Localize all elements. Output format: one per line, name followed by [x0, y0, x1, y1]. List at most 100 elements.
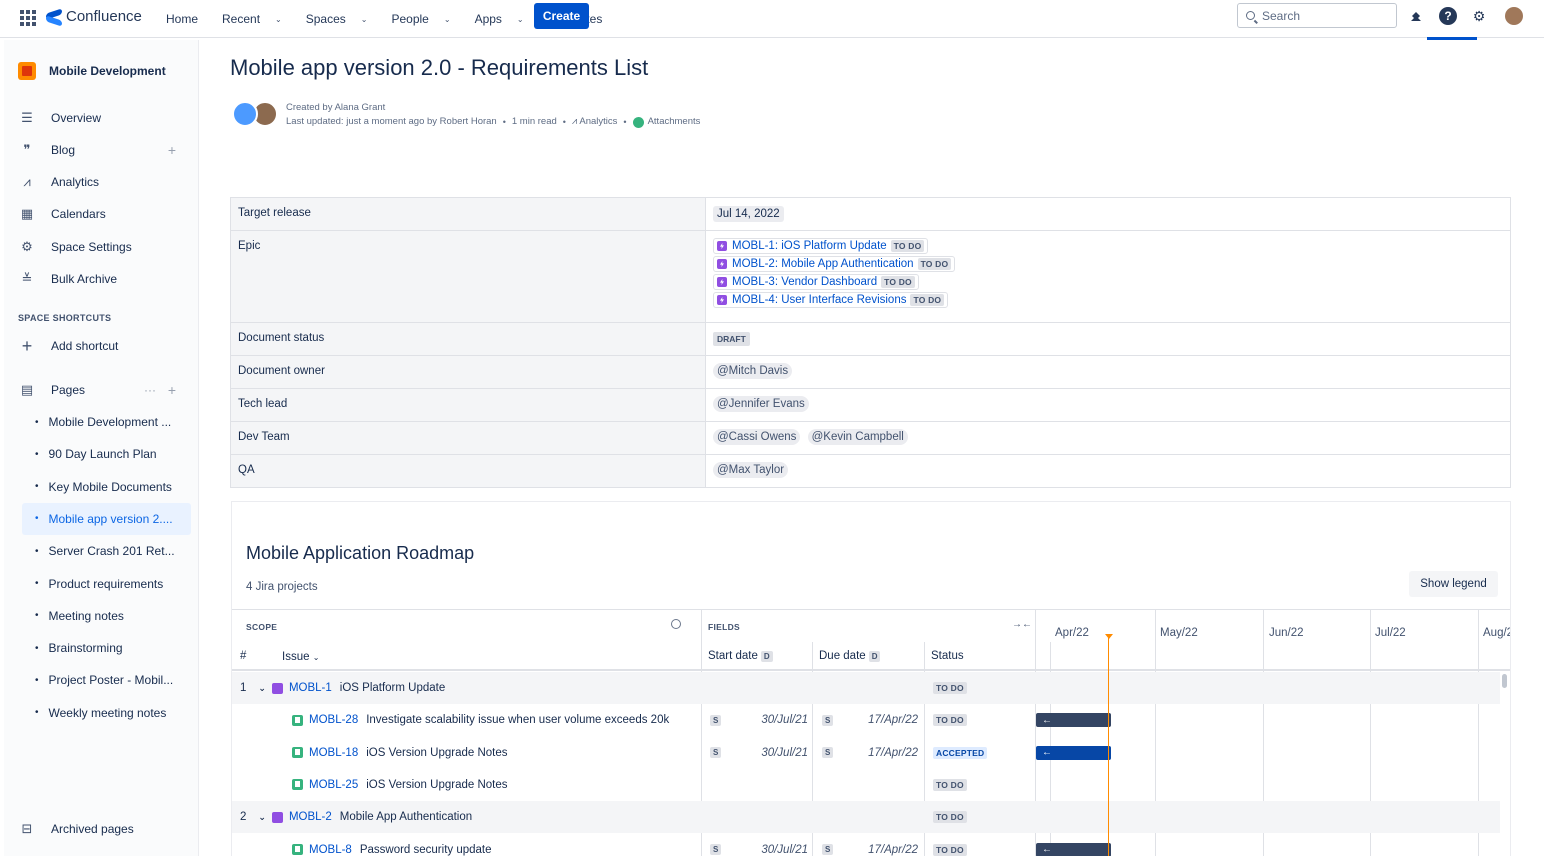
- page-tree-item[interactable]: • Weekly meeting notes: [22, 697, 192, 729]
- user-mention[interactable]: @Kevin Campbell: [807, 429, 908, 445]
- source-badge: S: [710, 844, 722, 855]
- space-sidebar: Mobile Development ☰ Overview ❞ Blog + ⩘ Analy…: [4, 40, 199, 856]
- epic-icon: [717, 295, 727, 305]
- analytics-label: Analytics: [579, 116, 618, 127]
- roadmap-row[interactable]: MOBL-28 Investigate scalability issue whe…: [232, 704, 1500, 736]
- page-tree-item[interactable]: • Mobile Development ...: [22, 406, 192, 438]
- nav-home[interactable]: Home: [166, 12, 210, 26]
- sidebar-item-space-settings[interactable]: ⚙ Space Settings: [18, 237, 188, 257]
- nav-spaces[interactable]: Spaces ⌄: [306, 12, 380, 26]
- help-icon[interactable]: ?: [1439, 7, 1457, 25]
- user-mention[interactable]: @Mitch Davis: [713, 363, 793, 379]
- expand-chevron-icon[interactable]: ⌄: [258, 811, 266, 822]
- page-tree-item[interactable]: • Server Crash 201 Ret...: [22, 535, 192, 567]
- source-badge: S: [710, 747, 722, 759]
- roadmap-row[interactable]: 2 ⌄ MOBL-2 Mobile App Authentication TO DO: [232, 801, 1500, 834]
- add-shortcut-button[interactable]: + Add shortcut: [18, 336, 188, 356]
- user-avatar[interactable]: [1505, 7, 1523, 25]
- timeline-bar[interactable]: ←: [1036, 842, 1111, 856]
- col-issue[interactable]: Issue ⌄: [282, 651, 319, 663]
- page-tree-item[interactable]: • Product requirements: [22, 568, 192, 600]
- page-tree-item[interactable]: • Mobile app version 2....: [22, 502, 191, 535]
- nav-apps[interactable]: Apps ⌄: [475, 12, 536, 26]
- page-tree-item[interactable]: • 90 Day Launch Plan: [22, 438, 192, 470]
- issue-key[interactable]: MOBL-28: [309, 714, 359, 727]
- issue-cell: 1 ⌄ MOBL-1 iOS Platform Update: [240, 672, 445, 704]
- analytics-link[interactable]: ⩘ Analytics: [572, 115, 618, 129]
- issue-key[interactable]: MOBL-1: [288, 682, 332, 694]
- date-lozenge[interactable]: Jul 14, 2022: [713, 206, 784, 222]
- page-tree-item[interactable]: • Meeting notes: [22, 600, 192, 632]
- create-button[interactable]: Create: [534, 3, 589, 29]
- page-tree-item[interactable]: • Project Poster - Mobil...: [22, 664, 192, 696]
- page-tree-label: Brainstorming: [48, 641, 123, 656]
- col-due-date: Due date D: [819, 650, 881, 662]
- roadmap-row[interactable]: MOBL-18 iOS Version Upgrade Notes S 30/Jul/…: [232, 737, 1500, 769]
- separator-dot: •: [623, 117, 627, 127]
- nav-people[interactable]: People ⌄: [391, 12, 462, 26]
- epic-link[interactable]: MOBL-4: User Interface Revisions TO DO: [713, 292, 949, 308]
- separator-dot: •: [562, 117, 566, 127]
- scrollbar-thumb[interactable]: [1502, 674, 1507, 688]
- page-tree-item[interactable]: • Brainstorming: [22, 632, 192, 664]
- collapse-fields-icon[interactable]: →←: [1012, 619, 1032, 630]
- epic-link[interactable]: MOBL-2: Mobile App Authentication TO DO: [713, 256, 956, 272]
- app-switcher-icon[interactable]: [20, 10, 36, 26]
- due-date-cell: S 17/Apr/22: [822, 737, 918, 769]
- pages-add-icon[interactable]: +: [167, 382, 176, 398]
- show-legend-button[interactable]: Show legend: [1409, 571, 1498, 597]
- sidebar-item-bulk-archive[interactable]: ≚ Bulk Archive: [18, 269, 188, 289]
- story-icon: [292, 844, 303, 855]
- epic-link[interactable]: MOBL-3: Vendor Dashboard TO DO: [713, 274, 919, 290]
- user-mention[interactable]: @Cassi Owens: [713, 429, 801, 445]
- settings-gear-icon[interactable]: ⚙: [1472, 7, 1486, 24]
- blog-add-icon[interactable]: +: [167, 142, 176, 158]
- notifications-icon[interactable]: [1407, 7, 1425, 25]
- roadmap-row[interactable]: MOBL-8 Password security update S 30/Jul/21…: [232, 834, 1500, 856]
- search-input[interactable]: Search: [1237, 3, 1397, 28]
- nav-label: People: [391, 12, 429, 26]
- page-tree-item[interactable]: • Key Mobile Documents: [22, 471, 192, 503]
- roadmap-row[interactable]: MOBL-25 iOS Version Upgrade Notes TO DO: [232, 769, 1500, 801]
- epic-icon: [271, 811, 283, 823]
- issue-summary: iOS Version Upgrade Notes: [366, 746, 508, 759]
- attachments-link[interactable]: Attachments: [632, 115, 700, 129]
- space-header[interactable]: Mobile Development: [18, 62, 166, 80]
- expand-chevron-icon[interactable]: ⌄: [258, 682, 266, 693]
- issue-key[interactable]: MOBL-8: [309, 843, 352, 856]
- bullet-icon: •: [35, 674, 39, 686]
- sidebar-item-analytics[interactable]: ⩘ Analytics: [18, 172, 188, 192]
- issue-key[interactable]: MOBL-25: [309, 778, 359, 791]
- property-value: @Jennifer Evans: [705, 388, 1511, 422]
- scope-divider: [701, 610, 702, 856]
- status-badge: TO DO: [917, 258, 952, 270]
- field-badge: D: [760, 651, 773, 662]
- epic-label: MOBL-1: iOS Platform Update: [732, 240, 887, 252]
- user-mention[interactable]: @Max Taylor: [713, 462, 789, 478]
- top-navigation-bar: Confluence Home Recent ⌄ Spaces ⌄ People ⌄ Apps…: [0, 0, 1544, 40]
- sidebar-item-calendars[interactable]: ▦ Calendars: [18, 204, 188, 224]
- space-name: Mobile Development: [49, 64, 166, 78]
- sidebar-item-blog[interactable]: ❞ Blog +: [18, 140, 188, 160]
- roadmap-row[interactable]: 1 ⌄ MOBL-1 iOS Platform Update TO DO: [232, 672, 1500, 704]
- issue-key[interactable]: MOBL-18: [309, 746, 359, 759]
- timeline-gridline: [1263, 610, 1264, 856]
- timeline-gridline: [1478, 610, 1479, 856]
- user-mention[interactable]: @Jennifer Evans: [713, 396, 809, 412]
- confluence-logo[interactable]: Confluence: [46, 8, 142, 25]
- status-badge: TO DO: [933, 682, 967, 694]
- archived-pages-link[interactable]: ⊟ Archived pages: [18, 819, 188, 839]
- pages-more-icon[interactable]: ···: [144, 383, 156, 397]
- scope-search-icon[interactable]: [671, 619, 681, 629]
- author-avatar[interactable]: [232, 101, 258, 127]
- issue-summary: Investigate scalability issue when user …: [366, 714, 670, 727]
- nav-recent[interactable]: Recent ⌄: [222, 12, 294, 26]
- epic-link[interactable]: MOBL-1: iOS Platform Update TO DO: [713, 238, 929, 254]
- start-date-cell: S 30/Jul/21: [710, 737, 808, 769]
- issue-key[interactable]: MOBL-2: [288, 811, 332, 824]
- page-tree-label: Product requirements: [48, 576, 164, 591]
- timeline-bar[interactable]: ←: [1036, 713, 1111, 728]
- sidebar-item-pages[interactable]: ▤ Pages ··· +: [18, 380, 188, 400]
- timeline-bar[interactable]: ←: [1036, 745, 1111, 760]
- sidebar-item-overview[interactable]: ☰ Overview: [18, 108, 188, 128]
